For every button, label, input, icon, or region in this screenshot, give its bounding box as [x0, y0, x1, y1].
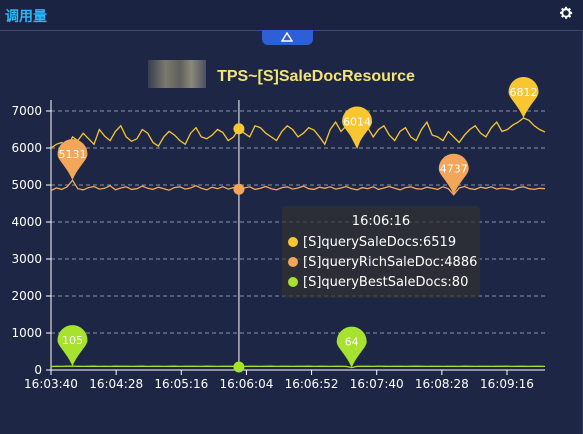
- tooltip-row-text: [S]queryBestSaleDocs:80: [303, 275, 469, 290]
- y-tick-label: 6000: [11, 141, 42, 155]
- marker-label: 64: [345, 336, 359, 349]
- triangle-up-icon: [281, 32, 293, 42]
- gear-icon[interactable]: [558, 5, 574, 21]
- chart-title: TPS~[S]SaleDocResource: [217, 68, 415, 85]
- x-tick-label: 16:07:40: [350, 377, 404, 391]
- tooltip-row: [S]queryBestSaleDocs:80: [288, 274, 468, 292]
- x-tick-label: 16:06:04: [219, 377, 273, 391]
- marker-label: 6812: [510, 86, 538, 99]
- cursor-point: [233, 123, 245, 135]
- y-tick-label: 7000: [11, 104, 42, 118]
- y-tick-label: 5000: [11, 178, 42, 192]
- tooltip-row: [S]queryRichSaleDoc:4886: [288, 254, 477, 272]
- y-tick-label: 3000: [11, 252, 42, 266]
- tooltip-time: 16:06:16: [351, 214, 411, 229]
- x-tick-label: 16:08:28: [415, 377, 469, 391]
- series-line-2: [50, 179, 546, 196]
- x-tick-label: 16:09:16: [480, 377, 534, 391]
- tooltip-row-text: [S]querySaleDocs:6519: [303, 235, 457, 250]
- panel-title: 调用量: [5, 9, 47, 25]
- marker-label: 4737: [440, 163, 468, 176]
- series-dot-icon: [288, 237, 298, 247]
- y-tick-label: 0: [34, 363, 42, 377]
- y-tick-label: 2000: [11, 289, 42, 303]
- tooltip-row-text: [S]queryRichSaleDoc:4886: [303, 255, 478, 270]
- series-line-1: [50, 117, 546, 150]
- x-tick-label: 16:06:52: [285, 377, 339, 391]
- chart-tooltip: 16:06:16 [S]querySaleDocs:6519 [S]queryR…: [282, 206, 480, 298]
- y-tick-label: 1000: [11, 326, 42, 340]
- series-dot-icon: [288, 277, 298, 287]
- series-line-3: [50, 365, 546, 369]
- x-tick-label: 16:04:28: [89, 377, 143, 391]
- marker-pin: [342, 106, 373, 148]
- y-tick-label: 4000: [11, 215, 42, 229]
- marker-label: 5131: [58, 148, 86, 161]
- marker-pin: [438, 153, 469, 195]
- marker-label: 105: [62, 334, 83, 347]
- cursor-point: [233, 361, 245, 373]
- series-dot-icon: [288, 257, 298, 267]
- marker-pin: [57, 325, 88, 367]
- x-tick-label: 16:03:40: [24, 377, 78, 391]
- marker-label: 6014: [343, 115, 371, 128]
- redacted-prefix-image: [148, 60, 206, 88]
- x-tick-label: 16:05:16: [154, 377, 208, 391]
- tooltip-row: [S]querySaleDocs:6519: [288, 234, 456, 252]
- marker-pin: [336, 326, 367, 368]
- marker-pin: [57, 139, 88, 181]
- cursor-point: [233, 183, 245, 195]
- marker-pin: [508, 76, 539, 118]
- collapse-button[interactable]: [262, 30, 313, 45]
